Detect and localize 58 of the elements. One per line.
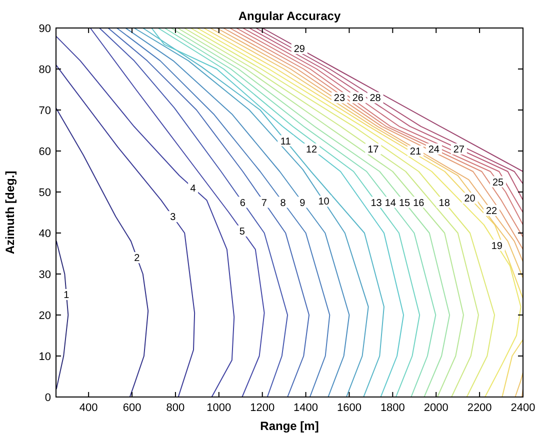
x-tick-label: 400	[79, 402, 98, 414]
x-tick-label: 800	[166, 402, 185, 414]
y-tick-label: 80	[38, 64, 51, 76]
y-tick-label: 70	[38, 104, 51, 117]
x-tick-label: 1200	[250, 402, 275, 414]
series-label: 17	[368, 144, 380, 156]
x-axis-title: Range [m]	[260, 419, 319, 433]
x-tick-label: 1600	[336, 402, 362, 414]
y-tick-label: 40	[38, 228, 51, 240]
series-label: 6	[240, 198, 246, 209]
y-tick-label: 20	[38, 310, 51, 322]
series-label: 25	[492, 177, 504, 188]
line-series	[56, 36, 235, 398]
series-label: 4	[190, 183, 196, 194]
series-label: 15	[398, 198, 411, 209]
series-label: 7	[261, 198, 268, 209]
series-label: 19	[491, 240, 503, 252]
x-tick-label: 2000	[424, 402, 448, 414]
series-label: 8	[280, 198, 286, 209]
series-label: 14	[384, 198, 396, 209]
x-tick-label: 1800	[380, 402, 405, 414]
series-label: 2	[134, 253, 140, 264]
line-series	[56, 64, 196, 398]
x-tick-label: 1400	[294, 402, 318, 414]
series-label: 27	[453, 144, 465, 156]
series-label: 29	[294, 44, 306, 55]
series-label: 23	[334, 93, 346, 104]
y-axis-title: Azimuth [deg.]	[3, 170, 17, 254]
series-label: 13	[370, 198, 382, 209]
y-tick-label: 0	[44, 392, 51, 404]
series-label: 18	[438, 198, 450, 209]
series-label: 22	[486, 206, 498, 217]
y-tick-label: 50	[38, 186, 51, 199]
line-series	[90, 28, 265, 398]
x-tick-label: 1000	[206, 402, 232, 414]
series-label: 1	[64, 290, 70, 301]
y-tick-label: 30	[38, 268, 51, 281]
series-label: 3	[170, 212, 176, 224]
series-label: 9	[300, 198, 306, 209]
series-label: 20	[464, 194, 476, 205]
series-label: 26	[352, 93, 364, 104]
line-series	[56, 107, 149, 398]
chart-title: Angular Accuracy	[238, 9, 341, 23]
series-label: 11	[280, 136, 292, 148]
line-series	[56, 240, 69, 390]
series-label: 16	[413, 198, 425, 209]
series-label: 28	[370, 93, 382, 104]
series-label: 5	[239, 226, 246, 238]
x-tick-label: 600	[122, 402, 142, 414]
series-label: 24	[428, 144, 440, 156]
x-tick-label: 2400	[510, 402, 536, 414]
y-tick-label: 90	[38, 22, 51, 35]
series-label: 21	[410, 146, 422, 158]
y-tick-label: 10	[38, 350, 51, 363]
series-label: 12	[306, 144, 318, 156]
series-label: 10	[318, 196, 330, 208]
x-tick-label: 2200	[467, 402, 492, 414]
y-tick-label: 60	[38, 146, 51, 158]
